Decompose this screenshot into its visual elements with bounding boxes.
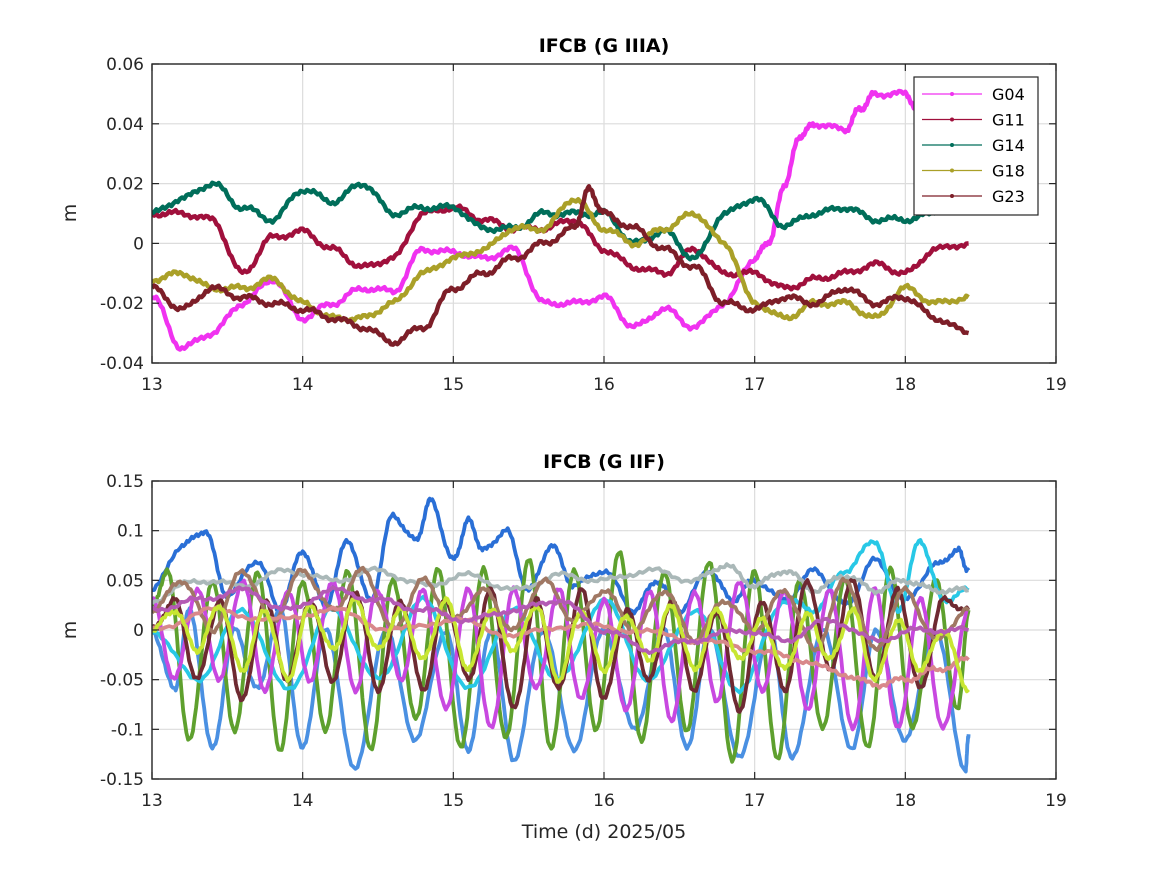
legend-box: [913, 76, 1039, 216]
x-tick-label: 19: [1045, 375, 1067, 395]
y-tick-label: 0.02: [106, 175, 144, 195]
y-tick-label: 0: [133, 621, 144, 641]
legend-marker: [950, 143, 954, 147]
x-tick-label: 18: [895, 375, 917, 395]
top-chart-panel: IFCB (G IIIA) m 13 14 15 16 17 18 19 -0.04 -0.02…: [59, 35, 1067, 395]
legend-entry: G14: [992, 136, 1025, 155]
legend-entry: G23: [992, 187, 1025, 206]
legend-marker: [950, 92, 954, 96]
series-line-g18: [152, 197, 970, 324]
series-line-g23: [152, 184, 970, 347]
legend: G04 G11 G14 G18 G23: [913, 76, 1039, 216]
legend-marker: [950, 168, 954, 173]
legend-marker: [950, 194, 954, 198]
x-tick-label: 17: [744, 791, 766, 811]
top-chart-ylabel: m: [59, 204, 81, 223]
bottom-chart-panel: IFCB (G IIF) m Time (d) 2025/05 13 14 15 16…: [59, 451, 1067, 843]
y-tick-label: -0.02: [100, 294, 144, 314]
series-line-g04: [152, 88, 938, 352]
x-tick-label: 16: [593, 375, 615, 395]
y-tick-label: -0.05: [100, 671, 144, 691]
y-tick-label: 0.15: [106, 472, 144, 492]
x-tick-label: 14: [292, 375, 314, 395]
series-line-10: [152, 585, 969, 655]
x-tick-label: 14: [292, 791, 314, 811]
y-tick-label: 0.05: [106, 571, 144, 591]
x-tick-label: 18: [895, 791, 917, 811]
series-line-5: [152, 562, 969, 605]
legend-entry: G18: [992, 162, 1025, 181]
top-chart-title: IFCB (G IIIA): [539, 35, 670, 57]
legend-entry: G04: [992, 85, 1025, 104]
y-tick-label: -0.15: [100, 770, 144, 790]
y-tick-label: -0.04: [100, 354, 144, 374]
series-line-g11: [152, 203, 969, 292]
bottom-chart-ylabel: m: [59, 621, 81, 640]
x-tick-label: 13: [141, 791, 163, 811]
y-tick-label: 0.06: [106, 55, 144, 75]
x-tick-label: 15: [443, 375, 465, 395]
series-line-g14: [152, 180, 936, 262]
legend-entry: G11: [992, 111, 1025, 130]
x-tick-label: 13: [141, 375, 163, 395]
legend-marker: [950, 117, 954, 122]
series-line-0: [152, 496, 971, 616]
x-tick-label: 15: [443, 791, 465, 811]
y-tick-label: 0: [133, 234, 144, 254]
y-tick-label: 0.1: [117, 522, 144, 542]
series-line-2: [152, 550, 971, 764]
x-tick-label: 17: [744, 375, 766, 395]
series-line-9: [152, 596, 970, 694]
x-tick-label: 16: [593, 791, 615, 811]
x-tick-label: 19: [1045, 791, 1067, 811]
bottom-chart-xlabel: Time (d) 2025/05: [521, 821, 686, 843]
bottom-chart-title: IFCB (G IIF): [543, 451, 665, 473]
series-line-3: [152, 538, 970, 695]
y-tick-label: -0.1: [111, 720, 144, 740]
y-tick-label: 0.04: [106, 115, 144, 135]
